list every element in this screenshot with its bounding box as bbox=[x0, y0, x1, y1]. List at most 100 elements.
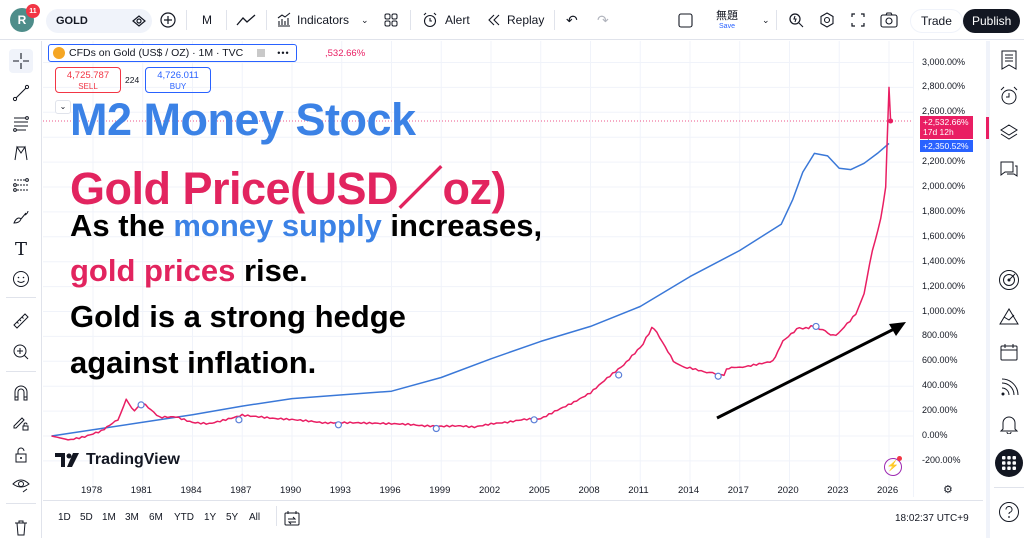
legend-more-icon[interactable]: ••• bbox=[277, 48, 290, 58]
goto-date-calendar-icon[interactable] bbox=[284, 510, 300, 526]
text-tool-icon[interactable]: T bbox=[14, 238, 27, 260]
brush-icon[interactable] bbox=[9, 205, 33, 229]
trade-button[interactable]: Trade bbox=[910, 9, 963, 33]
layers-icon[interactable] bbox=[996, 119, 1022, 145]
x-axis-tick-label: 2014 bbox=[677, 485, 700, 496]
legend-change-percent: ,532.66% bbox=[325, 48, 366, 59]
notification-dot bbox=[897, 456, 902, 461]
sell-button[interactable]: 4,725.787 SELL bbox=[55, 67, 121, 93]
axis-settings-icon[interactable]: ⚙ bbox=[943, 484, 953, 496]
chart-type-line-icon[interactable] bbox=[236, 13, 256, 27]
y-axis-tick-label: -200.00% bbox=[922, 454, 961, 465]
overlay-line-inflation: against inflation. bbox=[70, 345, 317, 380]
x-axis-tick-label: 1993 bbox=[329, 485, 351, 496]
collapse-legend-chevron-icon[interactable]: ⌄ bbox=[55, 100, 71, 114]
range-button-3m[interactable]: 3M bbox=[125, 512, 139, 523]
hide-eye-icon[interactable] bbox=[9, 473, 33, 497]
ideas-mountains-icon[interactable] bbox=[996, 303, 1022, 329]
news-feed-icon[interactable] bbox=[996, 375, 1022, 401]
trend-line-icon[interactable] bbox=[9, 81, 33, 105]
replay-button[interactable]: Replay bbox=[487, 0, 544, 40]
projection-tools-icon[interactable] bbox=[9, 173, 33, 197]
calendar-icon[interactable] bbox=[996, 339, 1022, 365]
indicators-dropdown-chevron-icon[interactable]: ⌄ bbox=[361, 14, 369, 25]
quick-search-icon[interactable] bbox=[788, 12, 804, 28]
price-axis[interactable]: 3,000.00%2,800.00%2,600.00%2,400.00%2,20… bbox=[913, 41, 983, 497]
x-axis-tick-label: 2002 bbox=[478, 485, 501, 496]
add-symbol-icon[interactable] bbox=[160, 12, 176, 28]
y-axis-tick-label: 400.00% bbox=[922, 380, 958, 391]
fullscreen-icon[interactable] bbox=[851, 13, 865, 27]
undo-icon[interactable]: ↶ bbox=[566, 11, 578, 28]
pattern-xabcd-icon[interactable] bbox=[9, 141, 33, 165]
clock-timezone[interactable]: 18:02:37 UTC+9 bbox=[895, 513, 969, 524]
symbol-legend[interactable]: CFDs on Gold (US$ / OZ) · 1M · TVC ••• bbox=[48, 44, 297, 62]
x-axis-tick-label: 1981 bbox=[130, 485, 152, 496]
lock-drawing-pencil-icon[interactable] bbox=[9, 411, 33, 435]
target-radar-icon[interactable] bbox=[996, 267, 1022, 293]
y-axis-tick-label: 0.00% bbox=[922, 430, 948, 440]
magnet-icon[interactable] bbox=[9, 381, 33, 405]
spread-value: 224 bbox=[125, 75, 140, 85]
overlay-line-hedge: Gold is a strong hedge bbox=[70, 299, 406, 334]
layout-name-button[interactable]: 無題 Save bbox=[716, 9, 738, 30]
templates-grid-icon[interactable] bbox=[384, 13, 398, 27]
bottom-toolbar: 1D 5D 1M 3M 6M YTD 1Y 5Y All 18:02:37 UTC+9 bbox=[43, 500, 983, 538]
crosshair-icon[interactable] bbox=[9, 49, 33, 73]
notification-badge: 11 bbox=[26, 4, 40, 18]
fib-retracement-icon[interactable] bbox=[9, 111, 33, 135]
top-toolbar: R 11 GOLD M Indicators ⌄ Alert Replay ↶ … bbox=[0, 0, 1024, 40]
tradingview-watermark[interactable]: TradingView bbox=[55, 451, 180, 469]
settings-hexagon-icon[interactable] bbox=[819, 12, 835, 28]
range-button-5y[interactable]: 5Y bbox=[226, 512, 239, 523]
interval-button[interactable]: M bbox=[202, 13, 212, 27]
apps-grid-icon[interactable] bbox=[995, 449, 1023, 477]
range-button-1m[interactable]: 1M bbox=[102, 512, 116, 523]
layout-chevron-down-icon[interactable]: ⌄ bbox=[762, 14, 770, 25]
y-axis-tick-label: 3,000.00% bbox=[922, 56, 966, 67]
range-button-6m[interactable]: 6M bbox=[149, 512, 163, 523]
y-axis-tick-label: 2,600.00% bbox=[922, 106, 966, 117]
buy-button[interactable]: 4,726.011 BUY bbox=[145, 67, 211, 93]
ruler-measure-icon[interactable] bbox=[9, 309, 33, 333]
range-button-all[interactable]: All bbox=[249, 512, 261, 523]
y-axis-tick-label: 1,000.00% bbox=[922, 305, 966, 316]
x-axis-tick-label: 1990 bbox=[279, 485, 302, 496]
layout-select-square-icon[interactable] bbox=[678, 13, 693, 28]
trash-icon[interactable] bbox=[9, 515, 33, 539]
range-button-1d[interactable]: 1D bbox=[58, 512, 71, 523]
divider bbox=[776, 10, 777, 30]
range-button-5d[interactable]: 5D bbox=[80, 512, 93, 523]
range-button-1y[interactable]: 1Y bbox=[204, 512, 217, 523]
alarm-clock-plus-icon bbox=[423, 12, 437, 28]
zoom-in-icon[interactable] bbox=[9, 340, 33, 364]
chart-canvas[interactable] bbox=[43, 41, 913, 497]
drawing-toolbar: T bbox=[0, 41, 42, 538]
overlay-line-gold-prices: gold prices rise. bbox=[70, 253, 308, 288]
divider bbox=[276, 506, 277, 526]
y-axis-tick-label: 600.00% bbox=[922, 355, 958, 366]
divider bbox=[6, 503, 36, 504]
camera-snapshot-icon[interactable] bbox=[880, 12, 898, 28]
notifications-bell-icon[interactable] bbox=[996, 411, 1022, 437]
alert-button[interactable]: Alert bbox=[422, 0, 470, 40]
range-button-ytd[interactable]: YTD bbox=[174, 512, 194, 523]
unlock-icon[interactable] bbox=[9, 443, 33, 467]
gold-coin-icon bbox=[53, 47, 65, 59]
watchlist-icon[interactable] bbox=[996, 47, 1022, 73]
publish-button[interactable]: Publish bbox=[963, 9, 1021, 33]
help-question-icon[interactable] bbox=[996, 499, 1022, 525]
chat-icon[interactable] bbox=[996, 157, 1022, 183]
legend-flag-icon[interactable] bbox=[257, 49, 266, 57]
alarm-clock-icon[interactable] bbox=[996, 83, 1022, 109]
redo-icon[interactable]: ↷ bbox=[597, 11, 609, 28]
x-axis-tick-label: 2026 bbox=[876, 485, 899, 496]
y-axis-tick-label: 2,800.00% bbox=[922, 81, 966, 92]
symbol-search-input[interactable]: GOLD bbox=[46, 9, 152, 33]
m2-price-tag: +2,350.52% bbox=[920, 140, 973, 152]
emoji-smiley-icon[interactable] bbox=[9, 267, 33, 291]
lightning-alert-icon[interactable]: ⚡ bbox=[884, 458, 902, 476]
watchlist-eye-icon[interactable] bbox=[132, 14, 146, 28]
indicators-button[interactable]: Indicators bbox=[276, 0, 349, 40]
divider bbox=[6, 371, 36, 372]
